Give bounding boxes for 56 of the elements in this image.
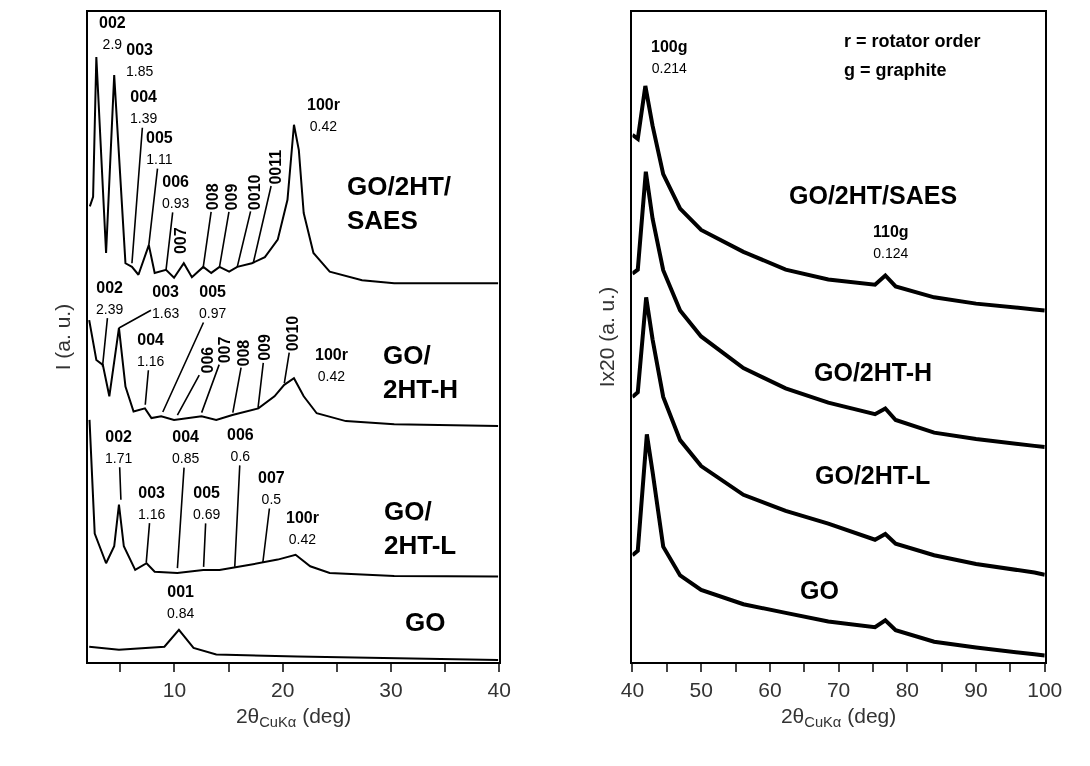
annotation: 003 1.85 [126, 41, 154, 79]
annotation: 007 [216, 336, 233, 364]
series-label: GO/2HT-H [383, 340, 459, 404]
annotation: 009 [256, 334, 274, 361]
series-label: GO/2HT-H [814, 358, 933, 386]
annotation: 0011 [267, 149, 285, 185]
x-tick-label: 10 [162, 678, 187, 702]
annotation: 0010 [246, 174, 264, 211]
annotation: 008 [235, 339, 253, 367]
x-tick-label: 50 [689, 678, 713, 702]
text: g = graphite [844, 60, 947, 80]
x-tick-label: 40 [620, 678, 645, 702]
annotation: 100r 0.42 [307, 96, 340, 134]
x-tick-label: 70 [826, 678, 851, 702]
series-label: GO [405, 607, 446, 637]
annotation: 003 1.16 [138, 484, 166, 522]
x-tick-label: 30 [379, 678, 403, 702]
x-axis-title: 2θ$_{CuKα}$ (deg) [235, 703, 352, 731]
annotation: 100r 0.42 [286, 509, 319, 547]
annotation: 006 [199, 346, 217, 374]
x-axis-title: 2θ$_{CuKα}$ (deg) [780, 703, 897, 731]
annotation: 002 1.71 [105, 428, 133, 466]
x-tick-label: 90 [964, 678, 988, 702]
annotation: 005 0.97 [199, 283, 227, 321]
series-label: GO/2HT-L [384, 496, 457, 560]
annotation: 008 [204, 183, 222, 211]
series-label: GO [800, 576, 839, 604]
annotation: 002 2.9 [99, 14, 126, 52]
annotation: 004 1.16 [137, 331, 165, 369]
text: GO/2HT/SAES [789, 181, 958, 209]
text: r = rotator order [844, 31, 981, 51]
y-axis-title: Ix20 (a. u.) [595, 286, 619, 388]
annotation: 004 1.39 [130, 88, 158, 126]
series-label: GO/2HT/SAES [347, 171, 452, 235]
annotation: 005 1.11 [146, 129, 173, 167]
x-tick-label: 40 [487, 678, 511, 702]
annotation: 100r 0.42 [315, 346, 348, 384]
annotation: 005 0.69 [193, 484, 221, 522]
annotation: 0010 [284, 315, 302, 352]
y-axis-title: I (a. u.) [50, 303, 74, 371]
x-tick-label: 80 [895, 678, 919, 702]
x-tick-label: 20 [271, 678, 295, 702]
annotation: 002 2.39 [96, 279, 124, 317]
annotation: 009 [222, 183, 240, 211]
series-label: GO/2HT-L [815, 461, 931, 489]
annotation: 007 0.5 [258, 469, 285, 507]
annotation: 001 0.84 [167, 583, 195, 621]
annotation: 006 0.6 [227, 426, 254, 464]
annotation: 100g 0.214 [651, 38, 688, 76]
x-tick-label: 100 [1027, 678, 1063, 702]
annotation: 004 0.85 [172, 428, 200, 466]
annotation: 007 [171, 227, 189, 255]
annotation: 003 1.63 [152, 283, 180, 321]
x-tick-label: 60 [758, 678, 782, 702]
annotation: 006 0.93 [162, 173, 190, 211]
annotation: 110g 0.124 [873, 223, 909, 261]
